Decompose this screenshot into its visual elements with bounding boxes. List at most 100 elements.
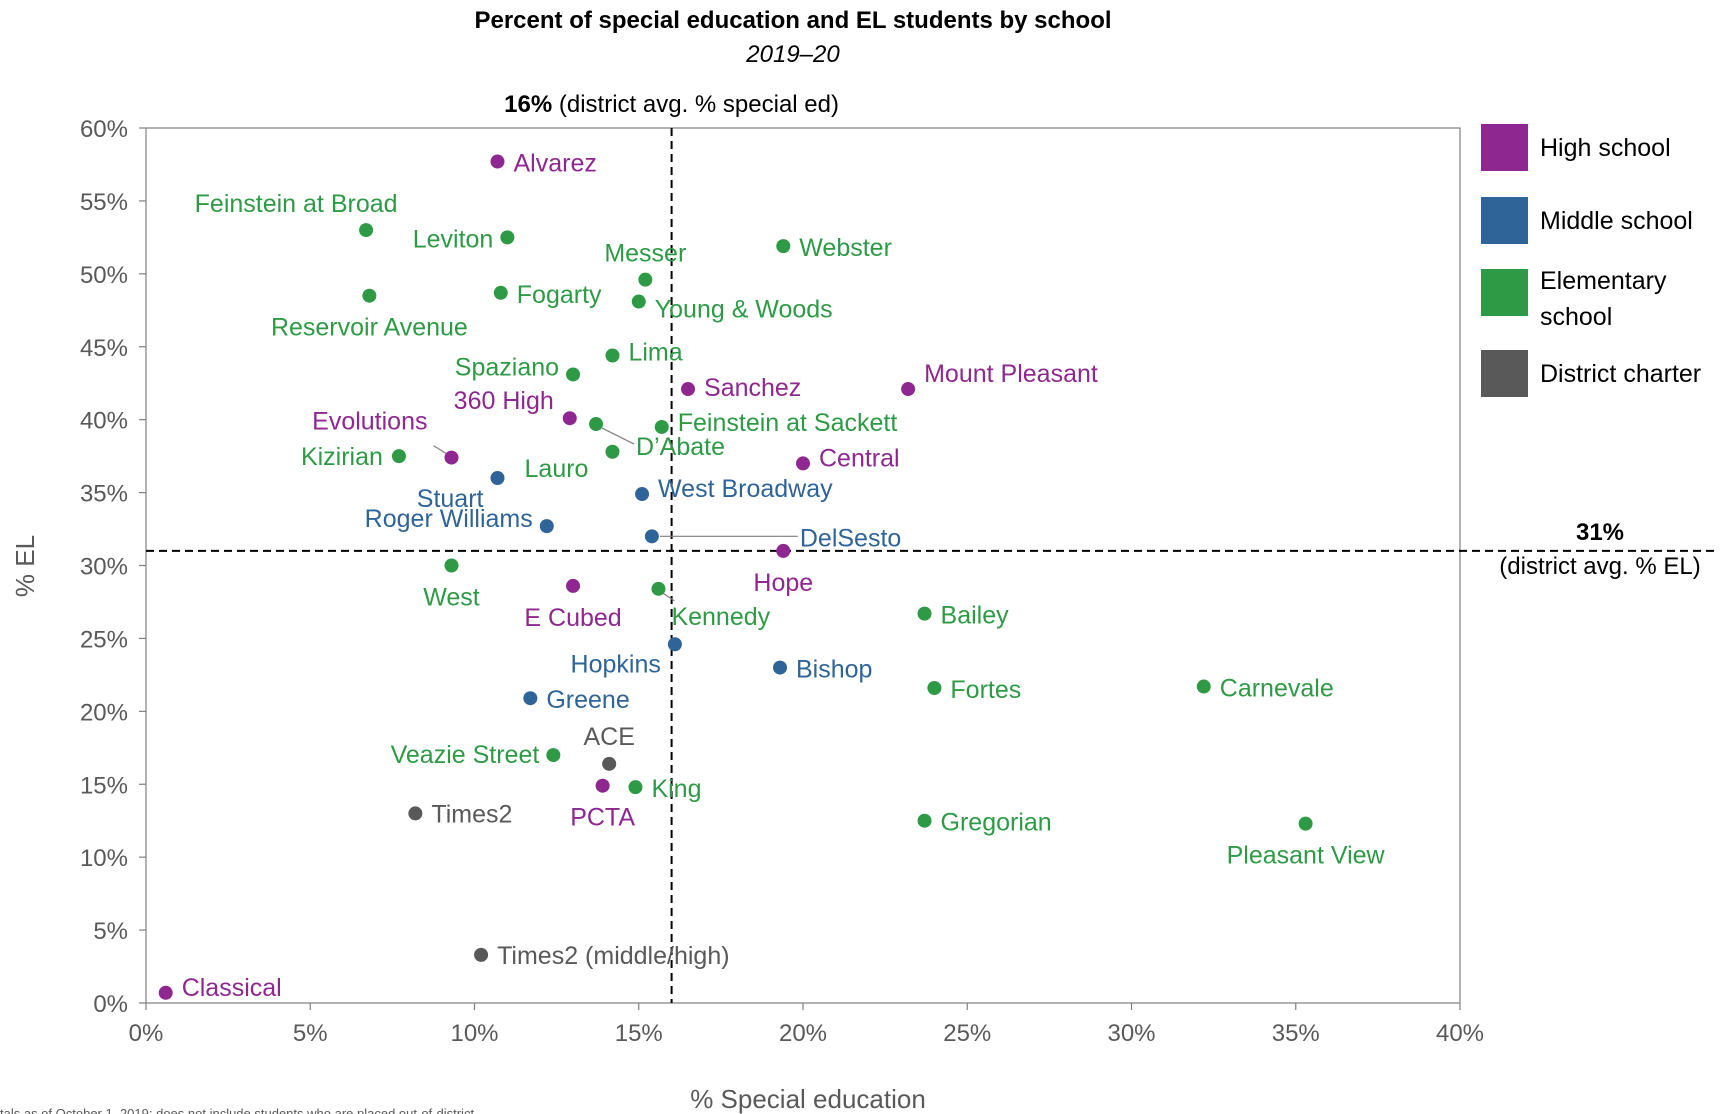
legend-swatch-high-school <box>1481 124 1528 171</box>
point-feinstein-at-broad <box>359 223 374 238</box>
y-tick-label: 25% <box>80 626 128 653</box>
point-gregorian <box>917 813 932 828</box>
y-tick-label: 50% <box>80 262 128 289</box>
legend-label-elementary-school-line1: Elementary <box>1540 267 1667 295</box>
point-fortes <box>927 681 942 695</box>
x-tick-label: 25% <box>943 1020 991 1047</box>
point-label-feinstein-at-sackett: Feinstein at Sackett <box>678 409 898 437</box>
leader-line-kennedy <box>662 592 675 602</box>
point-label-gregorian: Gregorian <box>941 809 1052 837</box>
point-roger-williams <box>539 519 554 534</box>
point-west-broadway <box>635 487 650 502</box>
point-label-times2: Times2 <box>431 800 512 828</box>
point-label-spaziano: Spaziano <box>455 353 559 381</box>
point-label-west-broadway: West Broadway <box>658 475 833 503</box>
point-label-greene: Greene <box>546 686 629 714</box>
point-label-hope: Hope <box>753 569 813 597</box>
point-bishop <box>773 660 788 675</box>
chart-title: Percent of special education and EL stud… <box>474 7 1111 34</box>
point-label-fogarty: Fogarty <box>517 281 602 309</box>
district-avg-el-label: (district avg. % EL) <box>1499 553 1700 580</box>
point-veazie-street <box>546 748 561 763</box>
y-tick-label: 20% <box>80 699 128 726</box>
point-label-bishop: Bishop <box>796 656 872 684</box>
y-tick-label: 5% <box>93 918 128 945</box>
point-label-stuart: Stuart <box>417 485 484 513</box>
legend-swatch-district-charter <box>1481 350 1528 397</box>
legend-swatch-elementary-school <box>1481 269 1528 316</box>
x-tick-label: 20% <box>779 1020 827 1047</box>
point-label-delsesto: DelSesto <box>800 524 901 552</box>
point-delsesto <box>644 529 659 544</box>
point-lauro <box>605 444 620 459</box>
district-avg-el-value: 31% <box>1576 519 1624 546</box>
point-label-e-cubed: E Cubed <box>524 604 621 632</box>
x-tick-label: 35% <box>1272 1020 1320 1047</box>
point-sanchez <box>681 382 696 397</box>
x-tick-label: 40% <box>1436 1020 1484 1047</box>
point-mount-pleasant <box>901 382 916 397</box>
point-lima <box>605 348 620 363</box>
y-tick-label: 10% <box>80 845 128 872</box>
point-label-roger-williams: Roger Williams <box>365 505 533 533</box>
point-d-abate <box>589 417 604 432</box>
leader-line-d-abate <box>601 427 635 445</box>
x-tick-label: 10% <box>450 1020 498 1047</box>
point-label-messer: Messer <box>604 240 686 268</box>
point-label-king: King <box>651 775 701 803</box>
point-fogarty <box>493 285 508 300</box>
point-label-lauro: Lauro <box>525 455 589 483</box>
point-label-pleasant-view: Pleasant View <box>1227 842 1386 870</box>
legend-label-high-school: High school <box>1540 134 1671 162</box>
point-label-times2-middle-high: Times2 (middle/high) <box>497 942 729 970</box>
point-pcta <box>595 778 610 793</box>
y-tick-label: 30% <box>80 554 128 581</box>
point-alvarez <box>490 154 505 169</box>
y-tick-label: 0% <box>93 991 128 1018</box>
point-label-alvarez: Alvarez <box>513 150 596 178</box>
point-360-high <box>562 411 577 426</box>
point-label-pcta: PCTA <box>570 804 635 832</box>
point-hopkins <box>667 637 682 652</box>
point-young-woods <box>631 294 646 309</box>
chart-subtitle: 2019–20 <box>745 41 840 68</box>
point-ace <box>602 756 617 771</box>
legend-label-elementary-school-line2: school <box>1540 303 1612 331</box>
x-tick-label: 5% <box>293 1020 328 1047</box>
point-label-mount-pleasant: Mount Pleasant <box>924 360 1098 388</box>
point-label-ace: ACE <box>583 723 634 751</box>
point-label-bailey: Bailey <box>941 602 1010 630</box>
point-king <box>628 780 643 795</box>
point-messer <box>638 272 653 287</box>
y-tick-label: 35% <box>80 481 128 508</box>
y-tick-label: 45% <box>80 335 128 362</box>
point-west <box>444 558 459 573</box>
point-label-kennedy: Kennedy <box>671 603 770 631</box>
point-carnevale <box>1196 679 1211 694</box>
footnote: tals as of October 1, 2019; does not inc… <box>0 1106 474 1114</box>
x-tick-label: 30% <box>1107 1020 1155 1047</box>
point-times2 <box>408 806 423 821</box>
y-tick-label: 60% <box>80 116 128 143</box>
point-reservoir-avenue <box>362 288 377 303</box>
point-webster <box>776 239 791 254</box>
point-label-central: Central <box>819 444 900 472</box>
point-label-hopkins: Hopkins <box>571 650 661 678</box>
point-stuart <box>490 471 505 485</box>
x-tick-label: 0% <box>129 1020 164 1047</box>
point-greene <box>523 691 538 706</box>
point-times2-middle-high <box>474 947 489 962</box>
point-label-young-woods: Young & Woods <box>655 296 833 324</box>
y-tick-label: 15% <box>80 772 128 799</box>
point-label-d-abate: D’Abate <box>636 433 725 461</box>
point-bailey <box>917 606 932 621</box>
point-classical <box>158 985 173 1000</box>
point-kizirian <box>391 449 406 464</box>
point-label-leviton: Leviton <box>413 225 494 253</box>
point-spaziano <box>566 367 581 382</box>
point-label-feinstein-at-broad: Feinstein at Broad <box>195 190 398 218</box>
point-label-veazie-street: Veazie Street <box>391 741 540 769</box>
y-tick-label: 40% <box>80 408 128 435</box>
